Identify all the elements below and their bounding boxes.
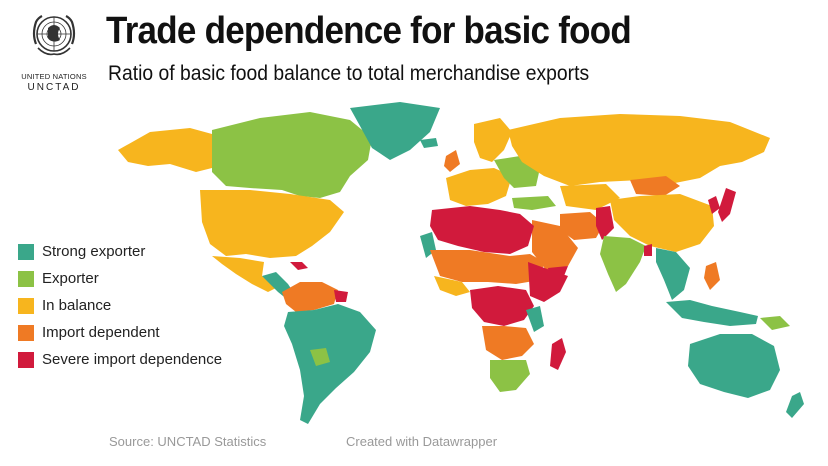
- region-southern-africa-north: [482, 326, 534, 360]
- region-horn-of-africa: [528, 262, 568, 302]
- region-scandinavia: [474, 118, 512, 162]
- region-kazakhstan: [560, 184, 620, 210]
- region-mexico: [212, 256, 276, 292]
- region-sahel: [430, 250, 544, 284]
- page-title: Trade dependence for basic food: [106, 10, 632, 52]
- legend-item: In balance: [18, 292, 222, 319]
- legend-swatch-in-balance: [18, 297, 34, 314]
- legend-swatch-strong-exporter: [18, 243, 34, 260]
- map-legend: Strong exporter Exporter In balance Impo…: [18, 238, 222, 373]
- legend-label: In balance: [42, 297, 112, 314]
- world-map: [118, 102, 804, 424]
- region-gulf-of-guinea: [434, 276, 470, 296]
- legend-label: Exporter: [42, 270, 99, 287]
- region-mongolia: [630, 176, 680, 196]
- region-india: [600, 236, 646, 292]
- region-iran-afghanistan: [560, 212, 604, 240]
- region-new-zealand: [786, 392, 804, 418]
- region-canada: [212, 112, 372, 198]
- legend-label: Strong exporter: [42, 243, 146, 260]
- legend-swatch-severe-import-dependence: [18, 351, 34, 368]
- un-logo: UNITED NATIONS UNCTAD: [14, 8, 94, 94]
- page-subtitle: Ratio of basic food balance to total mer…: [108, 62, 590, 85]
- region-guianas: [334, 290, 348, 302]
- region-central-africa: [470, 286, 534, 326]
- legend-item: Severe import dependence: [18, 346, 222, 373]
- region-south-america: [284, 304, 376, 424]
- region-madagascar: [550, 338, 566, 370]
- region-russia: [508, 114, 770, 186]
- legend-swatch-exporter: [18, 270, 34, 287]
- source-note: Source: UNCTAD Statistics: [109, 434, 267, 449]
- legend-item: Import dependent: [18, 319, 222, 346]
- region-western-europe: [446, 168, 512, 206]
- credit-note: Created with Datawrapper: [346, 434, 498, 449]
- region-southeast-asia: [656, 248, 690, 300]
- legend-label: Import dependent: [42, 324, 160, 341]
- region-southern-africa: [490, 360, 530, 392]
- region-china: [610, 194, 714, 252]
- legend-swatch-import-dependent: [18, 324, 34, 341]
- region-east-africa: [526, 306, 544, 332]
- region-philippines: [704, 262, 720, 290]
- legend-label: Severe import dependence: [42, 351, 223, 368]
- region-korea-japan: [708, 188, 736, 222]
- region-bolivia: [310, 348, 330, 366]
- region-usa: [200, 190, 344, 258]
- region-papua: [760, 316, 790, 330]
- region-turkey: [512, 196, 556, 210]
- un-emblem-icon: [32, 15, 76, 56]
- legend-item: Exporter: [18, 265, 222, 292]
- region-colombia-venezuela: [282, 282, 338, 312]
- region-caribbean: [290, 262, 308, 270]
- region-greenland: [350, 102, 440, 160]
- region-arabia: [532, 220, 578, 270]
- region-australia: [688, 334, 780, 398]
- region-pakistan: [596, 206, 614, 240]
- logo-line-1: UNITED NATIONS: [21, 72, 87, 81]
- region-indonesia: [666, 300, 758, 326]
- region-uk: [444, 150, 460, 172]
- region-alaska: [118, 128, 212, 172]
- region-north-africa: [430, 206, 534, 254]
- legend-item: Strong exporter: [18, 238, 222, 265]
- logo-line-2: UNCTAD: [27, 82, 81, 93]
- region-bangladesh: [644, 244, 652, 256]
- region-iceland: [420, 138, 438, 148]
